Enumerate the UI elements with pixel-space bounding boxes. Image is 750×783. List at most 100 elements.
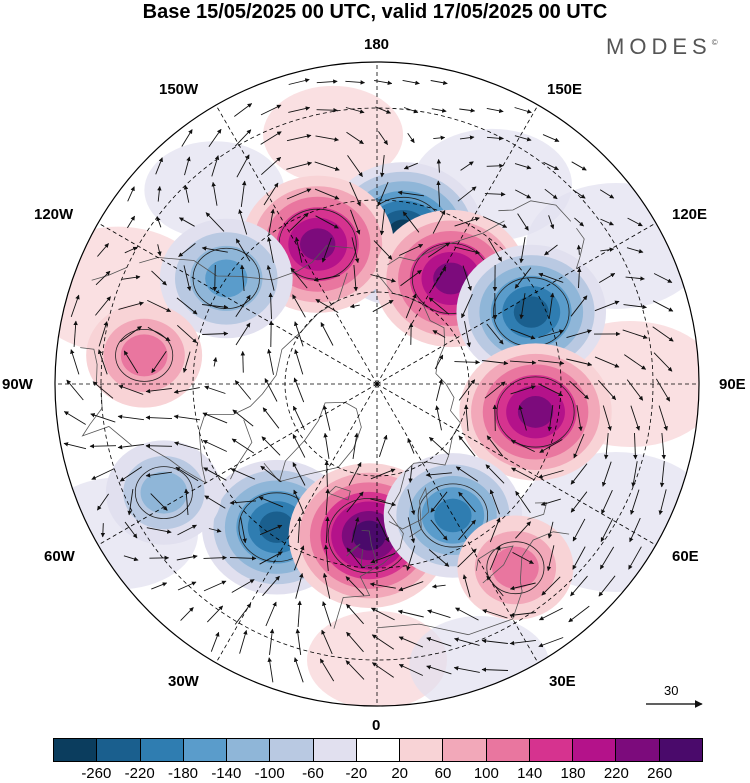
wind-vector xyxy=(117,443,144,450)
wind-vector xyxy=(260,156,282,176)
wind-vector xyxy=(600,247,615,252)
wind-vector xyxy=(542,134,560,142)
wind-vector xyxy=(622,329,648,339)
wind-vector xyxy=(97,243,109,257)
wind-vector xyxy=(481,638,508,644)
wind-vector xyxy=(455,607,479,621)
wind-vector xyxy=(173,414,200,421)
wind-vector xyxy=(602,405,612,431)
wind-vector xyxy=(319,658,335,682)
wind-vector xyxy=(181,129,193,147)
wind-vector xyxy=(147,326,171,342)
coastline-segment xyxy=(139,245,354,281)
wind-vector xyxy=(538,329,564,338)
wind-vector xyxy=(180,607,194,621)
wind-vector xyxy=(599,546,615,570)
wind-vector xyxy=(598,575,616,597)
map-boundary xyxy=(54,61,700,707)
meridian-line xyxy=(376,104,539,385)
colorbar-tick-label: -60 xyxy=(302,765,324,782)
wind-vector xyxy=(157,244,162,257)
wind-vector xyxy=(486,163,504,169)
wind-vector xyxy=(482,609,508,619)
coastline-segment xyxy=(328,485,351,501)
wind-vector xyxy=(515,490,531,513)
anomaly-center xyxy=(457,515,574,620)
wind-vector xyxy=(462,265,472,291)
lon-label-90e: 90E xyxy=(719,376,746,393)
wind-vector xyxy=(458,435,476,457)
wind-vector xyxy=(95,270,111,286)
wind-vector xyxy=(538,272,564,283)
wind-vector xyxy=(546,545,555,572)
wind-vector xyxy=(454,637,480,646)
wind-vector xyxy=(626,247,644,254)
wind-vector xyxy=(402,211,420,233)
wind-vector xyxy=(405,293,417,319)
wind-vector xyxy=(345,576,365,596)
wind-vector xyxy=(293,377,305,403)
wind-vector xyxy=(486,575,504,597)
wind-vector xyxy=(211,181,218,206)
lon-label-60e: 60E xyxy=(672,548,699,565)
wind-vector xyxy=(231,579,255,593)
wind-vector xyxy=(295,628,302,655)
wind-vector xyxy=(63,411,86,425)
wind-vector xyxy=(313,275,340,282)
wind-vector xyxy=(436,180,441,208)
brand-mark: © xyxy=(711,38,718,47)
wind-vector xyxy=(176,324,198,344)
coastline-segment xyxy=(376,581,523,636)
wind-vector xyxy=(174,441,200,450)
wind-vector xyxy=(235,238,251,262)
wind-vector xyxy=(600,518,614,543)
wind-vector xyxy=(577,267,582,289)
colorbar-tick-label: 100 xyxy=(473,765,499,782)
wind-vector xyxy=(286,133,312,142)
wind-vector xyxy=(603,433,609,460)
wind-vector xyxy=(201,246,228,253)
wind-vector xyxy=(151,270,167,286)
wind-vector xyxy=(628,546,642,570)
wind-vector xyxy=(202,304,229,310)
wind-vector xyxy=(653,273,673,283)
wind-vector xyxy=(455,466,479,482)
wind-vector xyxy=(544,188,558,200)
wind-vector xyxy=(547,521,554,539)
wind-vector xyxy=(576,244,582,255)
wind-vector xyxy=(594,300,620,312)
colorbar-swatch xyxy=(400,739,444,761)
wind-vector xyxy=(321,629,333,655)
wind-vector xyxy=(145,415,173,420)
wind-vector xyxy=(538,607,563,621)
wind-vector xyxy=(178,243,196,257)
colorbar-tick-label: -20 xyxy=(345,765,368,782)
wind-vector xyxy=(372,299,394,313)
wind-vector xyxy=(435,405,442,431)
wind-vector xyxy=(118,384,144,395)
wind-vector xyxy=(236,154,250,178)
wind-vector xyxy=(211,155,220,177)
wind-vector xyxy=(202,440,227,452)
colorbar xyxy=(53,738,703,762)
wind-vector xyxy=(655,378,671,402)
wind-vector xyxy=(234,129,252,147)
wind-vector xyxy=(268,208,275,235)
wind-vector xyxy=(293,489,305,515)
wind-vector xyxy=(398,664,423,676)
wind-vector xyxy=(514,163,532,170)
wind-vector xyxy=(156,216,162,228)
wind-vector xyxy=(538,360,565,366)
wind-vector xyxy=(268,292,273,320)
wind-vector xyxy=(399,244,424,256)
wind-vector xyxy=(325,516,330,544)
anomaly-contour-line xyxy=(496,376,575,448)
wind-vector xyxy=(240,350,246,373)
wind-vector xyxy=(66,379,84,401)
wind-vector xyxy=(434,354,444,370)
anomaly-contour-band xyxy=(517,396,554,428)
wind-vector xyxy=(95,296,111,316)
wind-vector xyxy=(380,155,385,178)
wind-vector xyxy=(377,181,389,207)
